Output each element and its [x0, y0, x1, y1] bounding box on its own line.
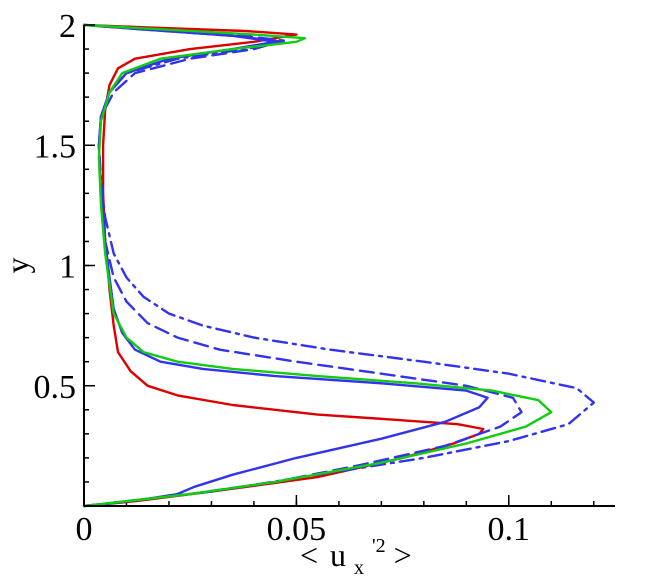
y-tick-label: 2 [59, 8, 76, 45]
minor-ticks [83, 24, 595, 507]
x-title-close: > [394, 537, 412, 573]
tick-labels: 0 0.05 0.1 0.5 1 1.5 2 [34, 8, 531, 548]
y-tick-label: 1 [59, 249, 76, 286]
x-tick-label: 0 [76, 511, 93, 548]
x-axis-title: < u x '2 > [300, 523, 412, 578]
series-line-3 [82, 23, 523, 508]
x-tick-label: 0.05 [267, 511, 327, 548]
x-title-base: u [330, 537, 346, 573]
x-title-open: < [300, 537, 318, 573]
x-title-sup: '2 [372, 535, 386, 557]
series-line-1 [82, 23, 485, 508]
y-tick-label: 0.5 [34, 369, 77, 406]
series-layer [82, 23, 595, 508]
series-line-5 [82, 23, 553, 508]
x-tick-label: 0.1 [488, 511, 531, 548]
y-tick-label: 1.5 [34, 128, 77, 165]
series-line-4 [82, 23, 595, 508]
major-ticks [83, 24, 510, 506]
x-title-sub: x [354, 557, 364, 578]
y-axis-title: y [0, 258, 35, 274]
series-line-2 [82, 23, 489, 508]
